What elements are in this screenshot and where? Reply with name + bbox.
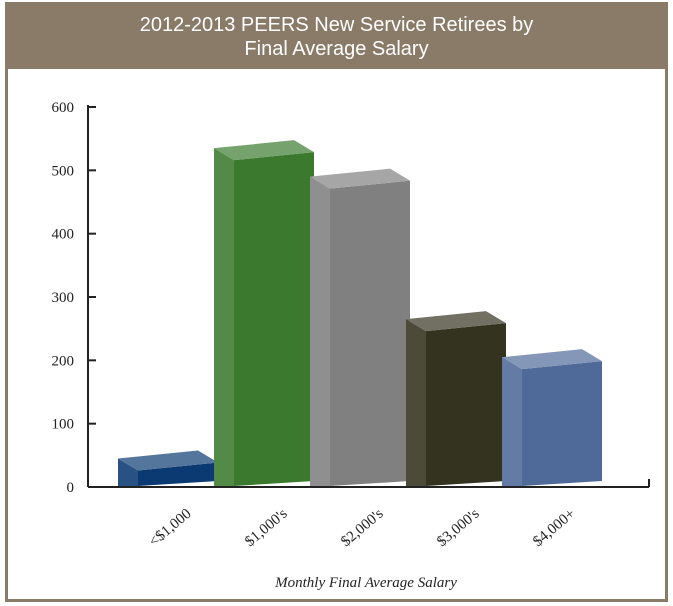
bar	[406, 311, 506, 487]
bar-front-face	[138, 462, 218, 486]
bar-side-face	[406, 319, 426, 487]
bar	[310, 168, 410, 487]
y-tick-label: 0	[67, 480, 75, 496]
bar-top-face	[310, 168, 410, 189]
x-tick-label: $3,000's	[434, 506, 483, 550]
bar-front-face	[330, 180, 410, 486]
bars	[118, 140, 602, 487]
bar	[214, 140, 314, 487]
chart-title-line-2: Final Average Salary	[244, 38, 429, 60]
y-tick-label: 300	[52, 290, 75, 306]
bar-chart: 0 100 200 300 400 500 600 <$1,000 $1,000's $2,00…	[52, 100, 650, 591]
bar-side-face	[214, 148, 234, 487]
bar-top-face	[406, 311, 506, 332]
bar-top-face	[214, 140, 314, 161]
bar-front-face	[426, 323, 506, 486]
bar	[502, 349, 602, 487]
x-axis: <$1,000 $1,000's $2,000's $3,000's $4,000+	[88, 479, 650, 550]
y-tick-label: 100	[52, 417, 75, 433]
y-tick-label: 500	[52, 163, 75, 179]
y-tick-label: 400	[52, 227, 75, 243]
x-tick-label: $1,000's	[242, 506, 291, 550]
bar-side-face	[118, 458, 138, 487]
y-tick-label: 200	[52, 353, 75, 369]
y-axis: 0 100 200 300 400 500 600	[52, 100, 96, 496]
y-tick-label: 600	[52, 100, 75, 116]
bar-side-face	[310, 176, 330, 487]
chart-title-line-1: 2012-2013 PEERS New Service Retirees by	[139, 14, 534, 36]
x-tick-label: <$1,000	[146, 506, 194, 550]
x-tick-label: $2,000's	[338, 506, 387, 550]
bar	[118, 450, 218, 487]
bar-front-face	[234, 152, 314, 486]
bar-top-face	[502, 349, 602, 370]
bar-side-face	[502, 357, 522, 487]
x-tick-label: $4,000+	[530, 506, 578, 550]
x-axis-label: Monthly Final Average Salary	[274, 575, 457, 591]
bar-top-face	[118, 450, 218, 471]
bar-front-face	[522, 361, 602, 486]
chart-title: 2012-2013 PEERS New Service Retirees by …	[8, 5, 665, 69]
chart-frame: 2012-2013 PEERS New Service Retirees by …	[5, 2, 668, 602]
